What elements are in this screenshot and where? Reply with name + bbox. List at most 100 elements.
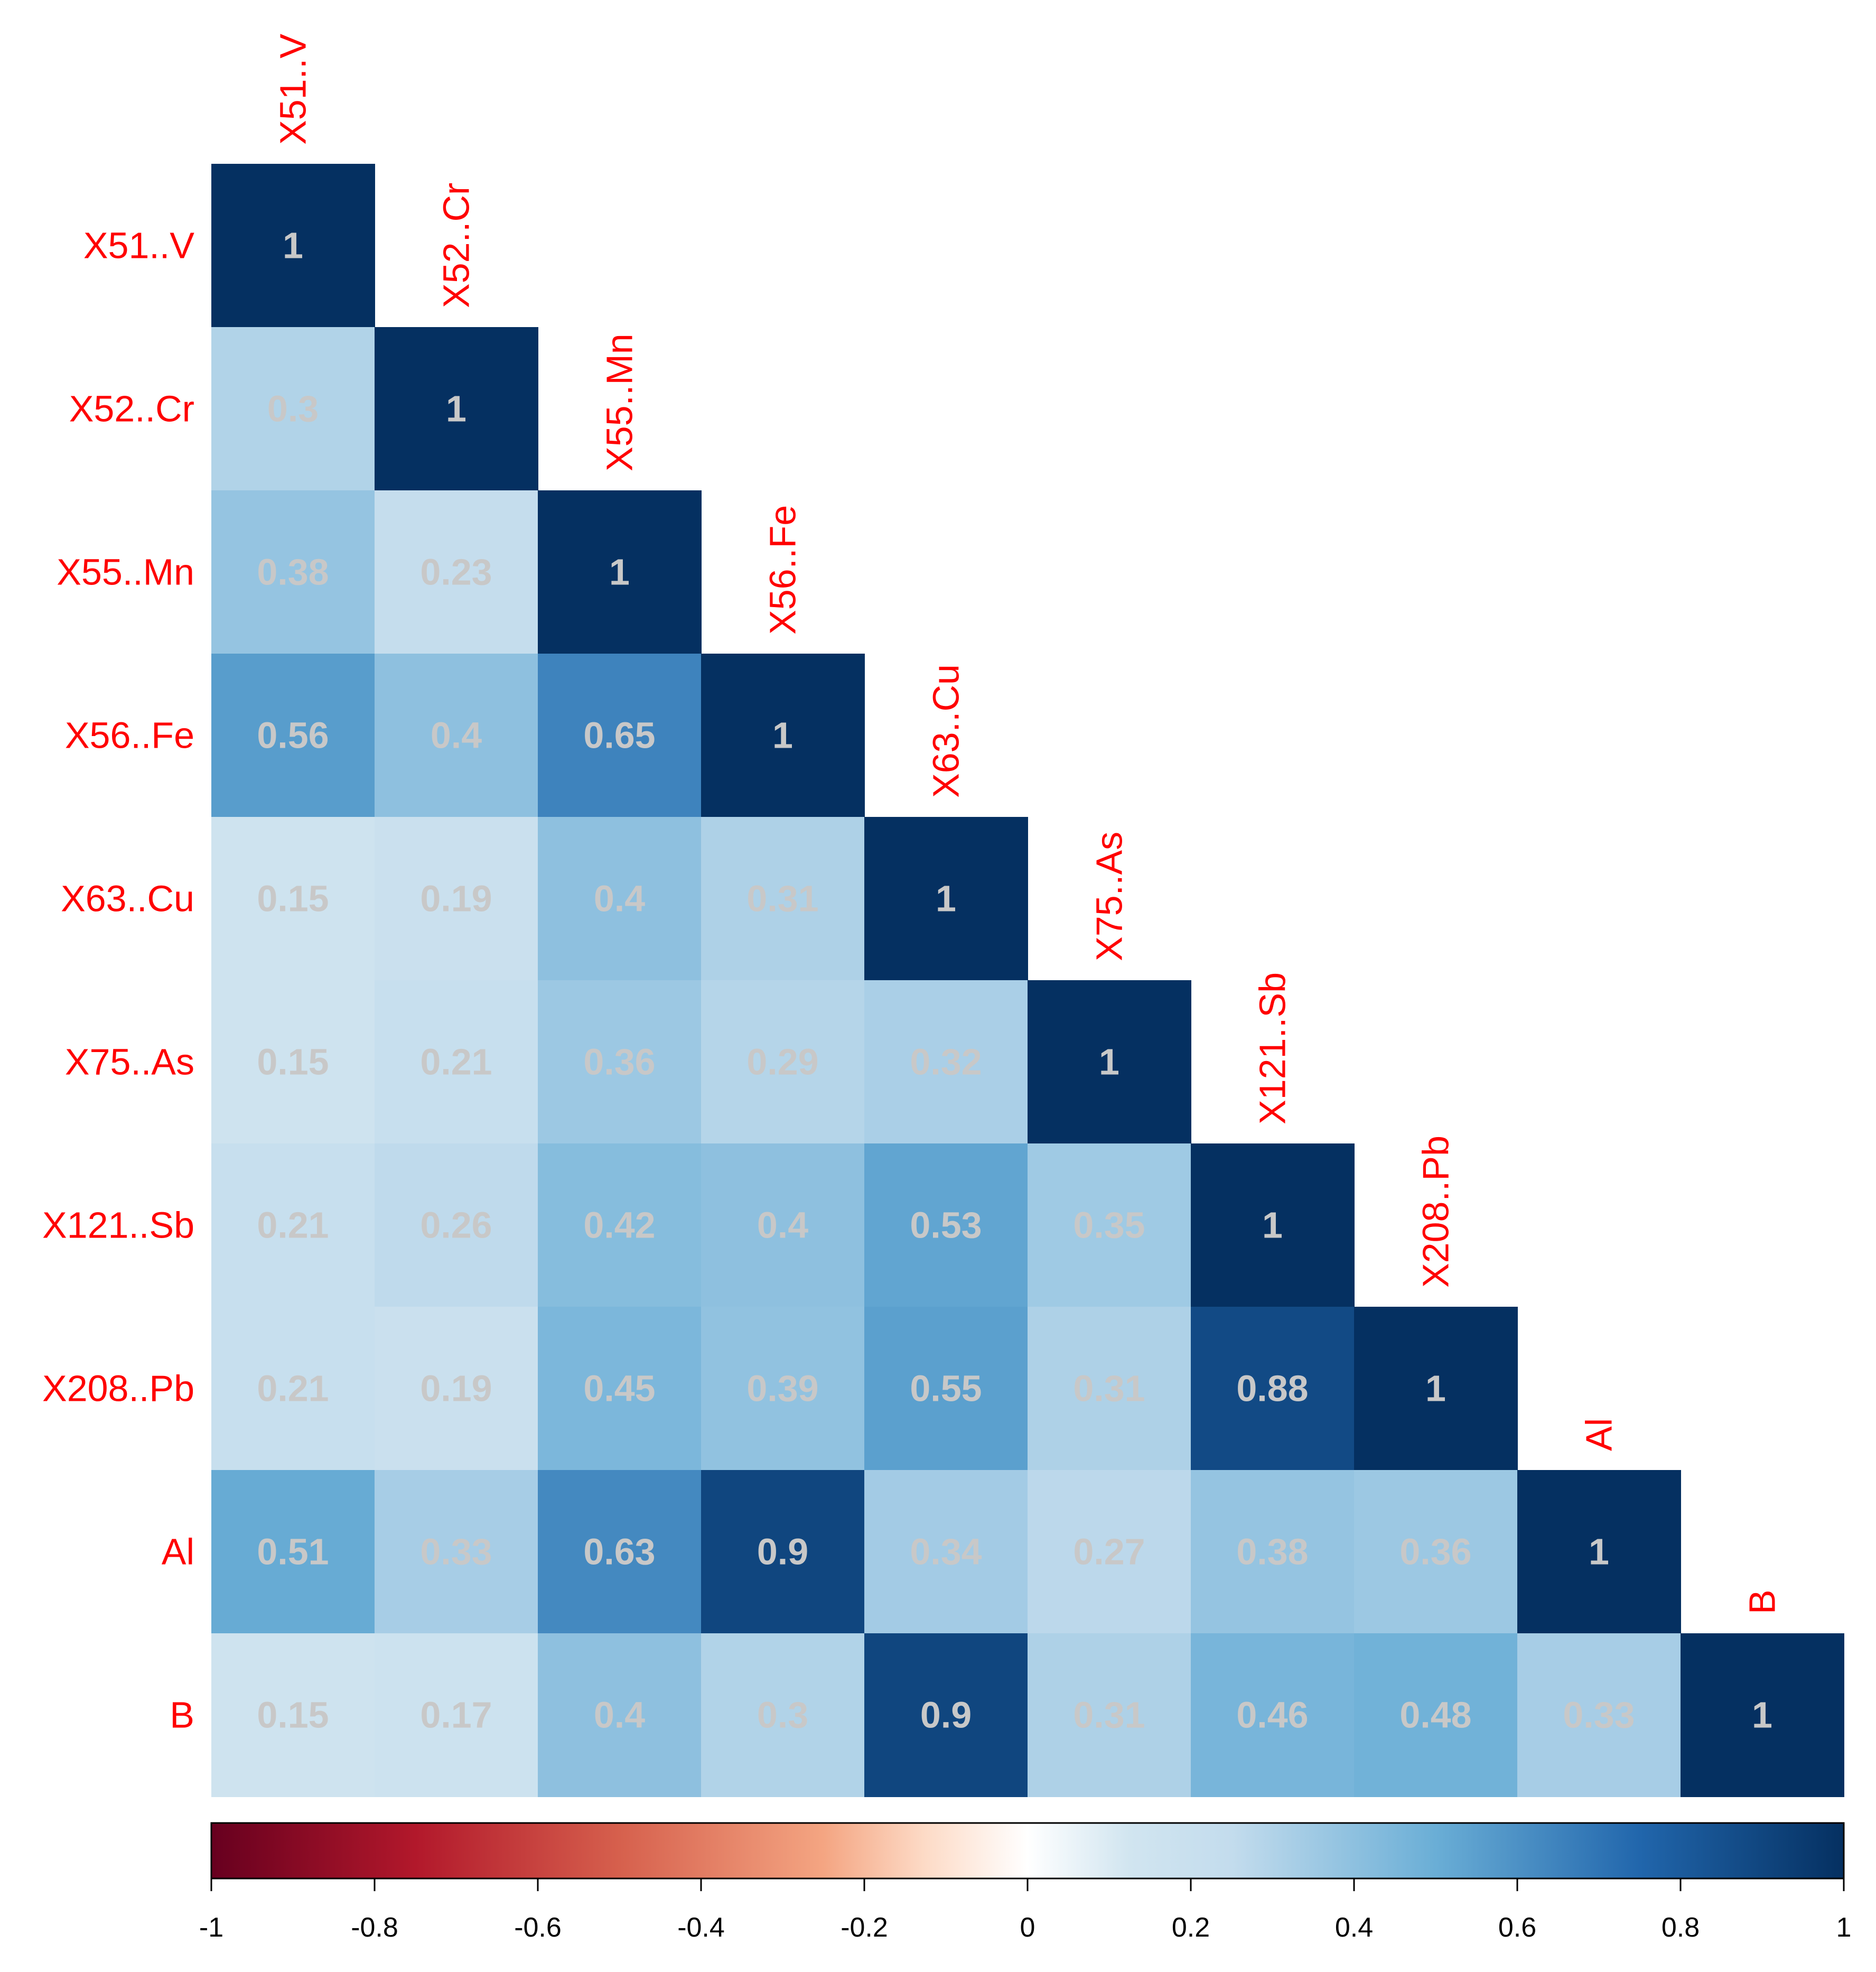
cell-value-x208-pb-x56-fe: 0.39 <box>746 1368 818 1409</box>
cell-value-x208-pb-x52-cr: 0.19 <box>420 1368 492 1409</box>
heatmap-cell-al-x121-sb <box>1191 1470 1355 1634</box>
heatmap-cell-x51-v-x51-v <box>211 164 375 328</box>
heatmap-cell-b-x55-mn <box>538 1633 702 1797</box>
heatmap-cell-b-x56-fe <box>701 1633 865 1797</box>
heatmap-cell-x52-cr-x51-v <box>211 327 375 491</box>
heatmap-cell-b-al <box>1517 1633 1681 1797</box>
heatmap-cell-x63-cu-x55-mn <box>538 817 702 981</box>
cell-value-b-x63-cu: 0.9 <box>920 1695 972 1736</box>
heatmap-cell-b-x208-pb <box>1354 1633 1518 1797</box>
cell-value-x63-cu-x51-v: 0.15 <box>257 878 329 919</box>
cell-value-x75-as-x51-v: 0.15 <box>257 1041 329 1083</box>
row-label-b: B <box>170 1695 194 1736</box>
cell-value-b-x52-cr: 0.17 <box>420 1695 492 1736</box>
cell-value-b-x121-sb: 0.46 <box>1236 1695 1308 1736</box>
column-label-x52-cr: X52..Cr <box>436 183 477 308</box>
colorbar-tick-label: 0.6 <box>1498 1912 1536 1943</box>
colorbar-tick-label: 0.2 <box>1172 1912 1210 1943</box>
row-label-x75-as: X75..As <box>65 1041 194 1083</box>
row-label-x63-cu: X63..Cu <box>61 878 194 919</box>
row-label-x51-v: X51..V <box>83 225 194 266</box>
heatmap-cell-x208-pb-x56-fe <box>701 1307 865 1471</box>
heatmap-cell-x56-fe-x52-cr <box>375 654 538 817</box>
colorbar-tick-label: -0.8 <box>351 1912 398 1943</box>
heatmap-cell-x75-as-x56-fe <box>701 980 865 1144</box>
heatmap-cell-x55-mn-x52-cr <box>375 490 538 654</box>
cell-value-x63-cu-x55-mn: 0.4 <box>594 878 645 919</box>
cell-value-x208-pb-x63-cu: 0.55 <box>910 1368 982 1409</box>
cell-value-al-x52-cr: 0.33 <box>420 1531 492 1573</box>
row-label-x208-pb: X208..Pb <box>42 1368 194 1409</box>
heatmap-cell-b-x51-v <box>211 1633 375 1797</box>
cell-value-x208-pb-x55-mn: 0.45 <box>583 1368 655 1409</box>
cell-value-x52-cr-x52-cr: 1 <box>446 388 466 430</box>
heatmap-cells: 10.3 10.38 0.23 10.56 0.4 0.65 10.15 0.19 0.4 0.3… <box>211 164 1844 1797</box>
heatmap-cell-al-x56-fe <box>701 1470 865 1634</box>
cell-value-x121-sb-x56-fe: 0.4 <box>757 1205 808 1246</box>
cell-value-x63-cu-x63-cu: 1 <box>936 878 956 919</box>
heatmap-cell-x121-sb-x56-fe <box>701 1143 865 1307</box>
cell-value-x75-as-x63-cu: 0.32 <box>910 1041 982 1083</box>
column-label-x51-v: X51..V <box>273 34 314 145</box>
heatmap-cell-al-x51-v <box>211 1470 375 1634</box>
cell-value-x121-sb-x63-cu: 0.53 <box>910 1205 982 1246</box>
colorbar-tick-label: -1 <box>199 1912 223 1943</box>
column-labels: X51..V X52..Cr X55..Mn X56..Fe X63..Cu X75..A… <box>273 34 1783 1614</box>
colorbar: -1 -0.8 -0.6 -0.4 -0.2 0 0.2 0.4 0.6 0.8 1 <box>199 1822 1852 1943</box>
heatmap-cell-x121-sb-x75-as <box>1028 1143 1191 1307</box>
heatmap-cell-x63-cu-x56-fe <box>701 817 865 981</box>
cell-value-x55-mn-x51-v: 0.38 <box>257 552 329 593</box>
heatmap-cell-x75-as-x51-v <box>211 980 375 1144</box>
colorbar-tick-label: -0.2 <box>841 1912 888 1943</box>
cell-value-al-x208-pb: 0.36 <box>1399 1531 1471 1573</box>
cell-value-b-x208-pb: 0.48 <box>1399 1695 1471 1736</box>
cell-value-x121-sb-x121-sb: 1 <box>1262 1205 1283 1246</box>
cell-value-x75-as-x56-fe: 0.29 <box>746 1041 818 1083</box>
heatmap-cell-x63-cu-x63-cu <box>864 817 1028 981</box>
colorbar-tick-label: 1 <box>1836 1912 1852 1943</box>
cell-value-x208-pb-x121-sb: 0.88 <box>1236 1368 1308 1409</box>
heatmap-cell-x75-as-x55-mn <box>538 980 702 1144</box>
colorbar-tick-label: -0.4 <box>677 1912 725 1943</box>
heatmap-cell-x208-pb-x75-as <box>1028 1307 1191 1471</box>
heatmap-cell-b-x75-as <box>1028 1633 1191 1797</box>
colorbar-tick-label: 0.8 <box>1662 1912 1700 1943</box>
cell-value-x55-mn-x52-cr: 0.23 <box>420 552 492 593</box>
heatmap-cell-x121-sb-x52-cr <box>375 1143 538 1307</box>
cell-value-x208-pb-x51-v: 0.21 <box>257 1368 329 1409</box>
heatmap-cell-x55-mn-x55-mn <box>538 490 702 654</box>
column-label-al: Al <box>1579 1418 1620 1451</box>
heatmap-cell-x52-cr-x52-cr <box>375 327 538 491</box>
cell-value-x75-as-x55-mn: 0.36 <box>583 1041 655 1083</box>
cell-value-x75-as-x52-cr: 0.21 <box>420 1041 492 1083</box>
heatmap-cell-x75-as-x63-cu <box>864 980 1028 1144</box>
cell-value-x51-v-x51-v: 1 <box>283 225 303 266</box>
cell-value-x63-cu-x52-cr: 0.19 <box>420 878 492 919</box>
heatmap-cell-x56-fe-x56-fe <box>701 654 865 817</box>
cell-value-x75-as-x75-as: 1 <box>1099 1041 1119 1083</box>
row-label-x52-cr: X52..Cr <box>69 388 194 430</box>
cell-value-x121-sb-x52-cr: 0.26 <box>420 1205 492 1246</box>
heatmap-cell-al-x55-mn <box>538 1470 702 1634</box>
heatmap-cell-x121-sb-x121-sb <box>1191 1143 1355 1307</box>
cell-value-al-x75-as: 0.27 <box>1073 1531 1145 1573</box>
heatmap-cell-x208-pb-x52-cr <box>375 1307 538 1471</box>
cell-value-x63-cu-x56-fe: 0.31 <box>746 878 818 919</box>
heatmap-cell-x208-pb-x121-sb <box>1191 1307 1355 1471</box>
heatmap-cell-b-x121-sb <box>1191 1633 1355 1797</box>
cell-value-al-x55-mn: 0.63 <box>583 1531 655 1573</box>
column-label-x56-fe: X56..Fe <box>762 505 804 635</box>
cell-value-x56-fe-x56-fe: 1 <box>772 715 793 756</box>
cell-value-x121-sb-x51-v: 0.21 <box>257 1205 329 1246</box>
heatmap-cell-x56-fe-x51-v <box>211 654 375 817</box>
heatmap-cell-al-x75-as <box>1028 1470 1191 1634</box>
heatmap-cell-x208-pb-x51-v <box>211 1307 375 1471</box>
cell-value-b-b: 1 <box>1752 1695 1772 1736</box>
cell-value-x208-pb-x75-as: 0.31 <box>1073 1368 1145 1409</box>
heatmap-cell-x75-as-x52-cr <box>375 980 538 1144</box>
heatmap-cell-x55-mn-x51-v <box>211 490 375 654</box>
heatmap-cell-b-b <box>1681 1633 1844 1797</box>
colorbar-tick-label: 0 <box>1020 1912 1035 1943</box>
heatmap-cell-x121-sb-x51-v <box>211 1143 375 1307</box>
colorbar-tick-label: -0.6 <box>514 1912 562 1943</box>
